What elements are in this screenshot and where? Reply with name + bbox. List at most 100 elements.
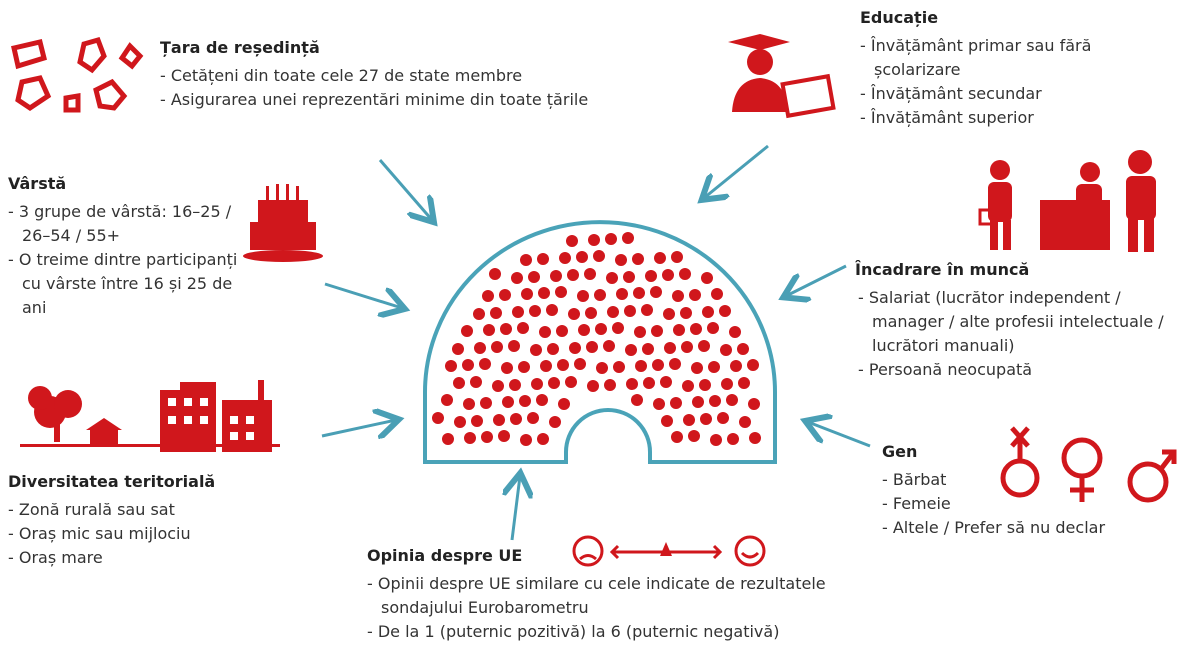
seat-dot: [442, 433, 454, 445]
seat-dot: [501, 362, 513, 374]
seat-dot: [596, 362, 608, 374]
seat-dot: [645, 270, 657, 282]
seat-dot: [632, 253, 644, 265]
item: - Învățământ primar sau fără școlarizare: [860, 34, 1160, 82]
seat-dot: [546, 304, 558, 316]
section: Încadrare în muncă - Salariat (lucrător …: [855, 258, 1180, 382]
seat-dot: [726, 394, 738, 406]
seat-dot: [711, 288, 723, 300]
item: - Salariat (lucrător independent / manag…: [858, 286, 1180, 358]
workers-icon: [980, 150, 1156, 252]
seat-dot: [547, 343, 559, 355]
seat-dot: [642, 343, 654, 355]
section: Opinia despre UE - Opinii despre UE simi…: [367, 544, 837, 644]
seat-dot: [739, 416, 751, 428]
seats: [432, 232, 761, 446]
territory-icon: [20, 380, 280, 452]
seat-dot: [569, 342, 581, 354]
seat-dot: [584, 268, 596, 280]
item: - Altele / Prefer să nu declar: [882, 516, 1172, 540]
seat-dot: [612, 322, 624, 334]
seat-dot: [594, 289, 606, 301]
seat-dot: [650, 286, 662, 298]
seat-dot: [557, 359, 569, 371]
seat-dot: [660, 376, 672, 388]
seat-dot: [664, 342, 676, 354]
seat-dot: [555, 286, 567, 298]
seat-dot: [586, 341, 598, 353]
seat-dot: [738, 377, 750, 389]
seat-dot: [538, 287, 550, 299]
seat-dot: [588, 234, 600, 246]
seat-dot: [737, 343, 749, 355]
seat-dot: [604, 379, 616, 391]
seat-dot: [680, 307, 692, 319]
seat-dot: [498, 430, 510, 442]
seat-dot: [567, 269, 579, 281]
graduate-icon: [728, 34, 833, 116]
seat-dot: [517, 322, 529, 334]
seat-dot: [512, 306, 524, 318]
seat-dot: [654, 252, 666, 264]
item: - Oraș mic sau mijlociu: [8, 522, 268, 546]
seat-dot: [623, 271, 635, 283]
seat-dot: [681, 341, 693, 353]
item: - Bărbat: [882, 468, 1172, 492]
seat-dot: [470, 376, 482, 388]
seat-dot: [462, 359, 474, 371]
seat-dot: [537, 433, 549, 445]
seat-dot: [690, 323, 702, 335]
seat-dot: [641, 304, 653, 316]
seat-dot: [633, 287, 645, 299]
seat-dot: [692, 396, 704, 408]
seat-dot: [568, 308, 580, 320]
item: - Femeie: [882, 492, 1172, 516]
seat-dot: [445, 360, 457, 372]
section-title: Opinia despre UE: [367, 544, 837, 568]
seat-dot: [550, 270, 562, 282]
item: - Asigurarea unei reprezentări minime di…: [160, 88, 720, 112]
seat-dot: [585, 307, 597, 319]
seat-dot: [624, 305, 636, 317]
item: - Zonă rurală sau sat: [8, 498, 268, 522]
seat-dot: [671, 431, 683, 443]
seat-dot: [593, 250, 605, 262]
seat-dot: [540, 360, 552, 372]
seat-dot: [729, 326, 741, 338]
seat-dot: [510, 413, 522, 425]
seat-dot: [749, 432, 761, 444]
seat-dot: [531, 378, 543, 390]
seat-dot: [528, 271, 540, 283]
seat-dot: [432, 412, 444, 424]
seat-dot: [662, 269, 674, 281]
seat-dot: [626, 378, 638, 390]
seat-dot: [492, 380, 504, 392]
seat-dot: [606, 272, 618, 284]
seat-dot: [520, 434, 532, 446]
seat-dot: [441, 394, 453, 406]
seat-dot: [461, 325, 473, 337]
seat-dot: [661, 415, 673, 427]
seat-dot: [549, 416, 561, 428]
seat-dot: [464, 432, 476, 444]
seat-dot: [537, 253, 549, 265]
seat-dot: [489, 268, 501, 280]
item: - Opinii despre UE similare cu cele indi…: [367, 572, 837, 620]
seat-dot: [518, 361, 530, 373]
seat-dot: [483, 324, 495, 336]
item: - Învățământ secundar: [860, 82, 1160, 106]
section-title: Țara de reședință: [160, 36, 720, 60]
seat-dot: [527, 412, 539, 424]
seat-dot: [682, 380, 694, 392]
seat-dot: [748, 398, 760, 410]
seat-dot: [631, 394, 643, 406]
seat-dot: [454, 416, 466, 428]
seat-dot: [615, 254, 627, 266]
seat-dot: [539, 326, 551, 338]
item: - Cetățeni din toate cele 27 de state me…: [160, 64, 720, 88]
seat-dot: [613, 361, 625, 373]
seat-dot: [559, 252, 571, 264]
seat-dot: [521, 288, 533, 300]
seat-dot: [701, 272, 713, 284]
seat-dot: [635, 360, 647, 372]
